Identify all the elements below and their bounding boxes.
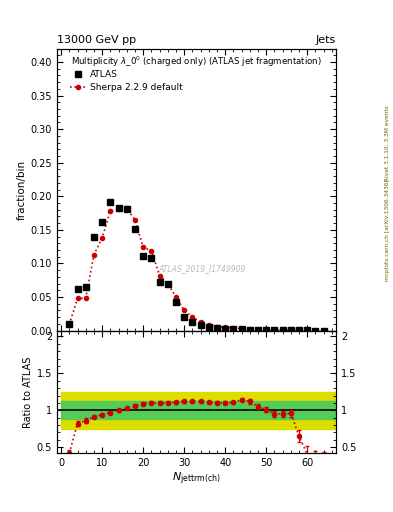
ATLAS (165, 281, 170, 287)
ATLAS (280, 327, 285, 333)
ATLAS (297, 327, 301, 333)
ATLAS (248, 327, 252, 333)
ATLAS (198, 322, 203, 328)
Text: Rivet 3.1.10, 3.3M events: Rivet 3.1.10, 3.3M events (385, 105, 390, 181)
ATLAS (182, 314, 187, 320)
ATLAS (264, 327, 268, 333)
X-axis label: $N_{\rm jettrm(ch)}$: $N_{\rm jettrm(ch)}$ (172, 471, 221, 487)
ATLAS (124, 206, 129, 212)
ATLAS (75, 286, 80, 292)
ATLAS (116, 205, 121, 211)
Text: ATLAS_2019_I1749909: ATLAS_2019_I1749909 (158, 264, 246, 273)
ATLAS (239, 326, 244, 332)
ATLAS (83, 284, 88, 290)
Text: 13000 GeV pp: 13000 GeV pp (57, 35, 136, 45)
ATLAS (141, 253, 145, 259)
ATLAS (313, 328, 318, 334)
ATLAS (231, 326, 236, 332)
Y-axis label: fraction/bin: fraction/bin (17, 160, 26, 220)
ATLAS (67, 321, 72, 327)
Text: mcplots.cern.ch [arXiv:1306.3436]: mcplots.cern.ch [arXiv:1306.3436] (385, 180, 390, 281)
ATLAS (92, 233, 96, 240)
Legend: ATLAS, Sherpa 2.2.9 default: ATLAS, Sherpa 2.2.9 default (67, 67, 185, 95)
ATLAS (100, 219, 105, 225)
Text: Multiplicity $\lambda\_0^0$ (charged only) (ATLAS jet fragmentation): Multiplicity $\lambda\_0^0$ (charged onl… (71, 54, 322, 69)
ATLAS (272, 327, 277, 333)
ATLAS (108, 199, 113, 205)
ATLAS (174, 300, 178, 306)
ATLAS (206, 324, 211, 330)
ATLAS (321, 328, 326, 334)
ATLAS (223, 326, 228, 332)
ATLAS (256, 327, 261, 333)
ATLAS (149, 255, 154, 261)
Text: Jets: Jets (316, 35, 336, 45)
ATLAS (157, 279, 162, 285)
Y-axis label: Ratio to ATLAS: Ratio to ATLAS (22, 356, 33, 428)
ATLAS (132, 225, 137, 231)
ATLAS (215, 325, 219, 331)
ATLAS (288, 327, 293, 333)
ATLAS (190, 319, 195, 325)
ATLAS (305, 327, 310, 333)
Line: ATLAS: ATLAS (66, 199, 327, 334)
